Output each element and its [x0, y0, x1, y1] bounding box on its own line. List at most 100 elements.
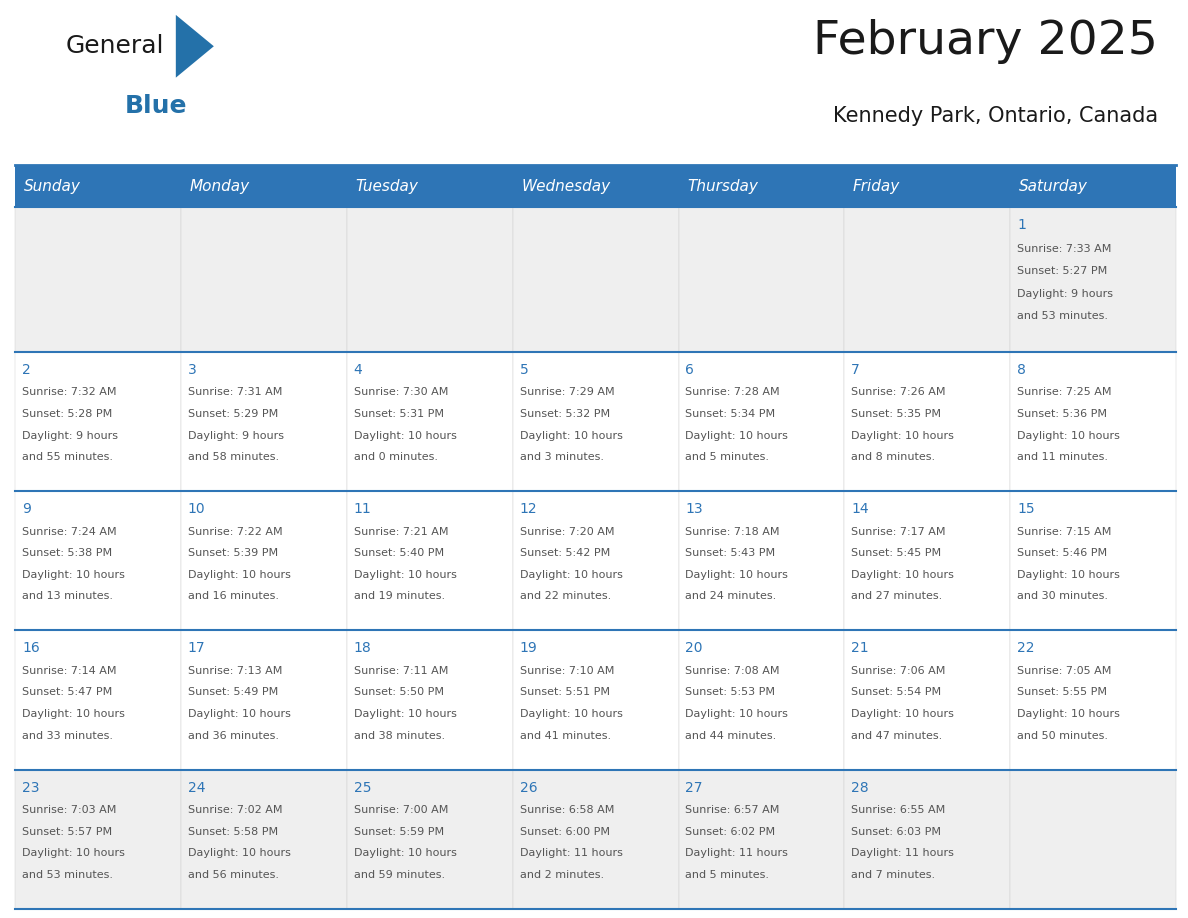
- Text: 20: 20: [685, 642, 703, 655]
- Text: and 38 minutes.: and 38 minutes.: [354, 731, 444, 741]
- Text: Sunrise: 7:20 AM: Sunrise: 7:20 AM: [519, 527, 614, 537]
- Bar: [678, 491, 845, 631]
- Text: Sunrise: 7:13 AM: Sunrise: 7:13 AM: [188, 666, 283, 676]
- Text: and 47 minutes.: and 47 minutes.: [851, 731, 942, 741]
- Text: and 13 minutes.: and 13 minutes.: [23, 591, 113, 601]
- Bar: [347, 165, 513, 207]
- Text: and 58 minutes.: and 58 minutes.: [188, 453, 279, 462]
- Bar: [15, 491, 182, 631]
- Text: 13: 13: [685, 502, 703, 516]
- Text: Daylight: 10 hours: Daylight: 10 hours: [23, 848, 125, 858]
- Bar: [845, 352, 1010, 491]
- Bar: [845, 769, 1010, 909]
- Text: 9: 9: [23, 502, 31, 516]
- Text: Sunrise: 7:33 AM: Sunrise: 7:33 AM: [1017, 244, 1111, 254]
- Text: 24: 24: [188, 780, 206, 795]
- Text: 8: 8: [1017, 363, 1025, 377]
- Text: Daylight: 10 hours: Daylight: 10 hours: [851, 431, 954, 441]
- Text: Sunset: 5:36 PM: Sunset: 5:36 PM: [1017, 409, 1107, 419]
- Text: Sunrise: 7:29 AM: Sunrise: 7:29 AM: [519, 387, 614, 397]
- Text: and 22 minutes.: and 22 minutes.: [519, 591, 611, 601]
- Text: and 24 minutes.: and 24 minutes.: [685, 591, 777, 601]
- Text: Daylight: 10 hours: Daylight: 10 hours: [354, 431, 456, 441]
- Text: Daylight: 10 hours: Daylight: 10 hours: [188, 570, 291, 580]
- Text: 17: 17: [188, 642, 206, 655]
- Text: Daylight: 10 hours: Daylight: 10 hours: [354, 848, 456, 858]
- Text: Daylight: 10 hours: Daylight: 10 hours: [519, 431, 623, 441]
- Text: and 30 minutes.: and 30 minutes.: [1017, 591, 1108, 601]
- Text: 22: 22: [1017, 642, 1035, 655]
- Text: Daylight: 10 hours: Daylight: 10 hours: [23, 709, 125, 719]
- Text: Sunset: 5:29 PM: Sunset: 5:29 PM: [188, 409, 278, 419]
- Text: Sunrise: 6:57 AM: Sunrise: 6:57 AM: [685, 805, 779, 815]
- Text: 11: 11: [354, 502, 372, 516]
- Bar: [182, 631, 347, 769]
- Text: 27: 27: [685, 780, 703, 795]
- Text: 6: 6: [685, 363, 694, 377]
- Bar: [1010, 165, 1176, 207]
- Text: Friday: Friday: [853, 179, 901, 194]
- Text: Daylight: 10 hours: Daylight: 10 hours: [851, 709, 954, 719]
- Text: Sunset: 5:34 PM: Sunset: 5:34 PM: [685, 409, 776, 419]
- Text: Daylight: 10 hours: Daylight: 10 hours: [23, 570, 125, 580]
- Text: Sunset: 5:58 PM: Sunset: 5:58 PM: [188, 827, 278, 836]
- Text: Saturday: Saturday: [1018, 179, 1087, 194]
- Bar: [845, 207, 1010, 352]
- Text: Daylight: 9 hours: Daylight: 9 hours: [23, 431, 118, 441]
- Text: Daylight: 11 hours: Daylight: 11 hours: [851, 848, 954, 858]
- Text: Daylight: 11 hours: Daylight: 11 hours: [685, 848, 788, 858]
- Text: 7: 7: [851, 363, 860, 377]
- Text: Sunset: 5:55 PM: Sunset: 5:55 PM: [1017, 688, 1107, 698]
- Text: and 8 minutes.: and 8 minutes.: [851, 453, 935, 462]
- Text: Sunday: Sunday: [24, 179, 81, 194]
- Text: Kennedy Park, Ontario, Canada: Kennedy Park, Ontario, Canada: [833, 106, 1158, 126]
- Text: and 5 minutes.: and 5 minutes.: [685, 870, 770, 879]
- Text: Sunrise: 7:18 AM: Sunrise: 7:18 AM: [685, 527, 779, 537]
- Text: and 41 minutes.: and 41 minutes.: [519, 731, 611, 741]
- Text: Daylight: 10 hours: Daylight: 10 hours: [1017, 570, 1120, 580]
- Text: Daylight: 9 hours: Daylight: 9 hours: [188, 431, 284, 441]
- Text: Sunrise: 7:30 AM: Sunrise: 7:30 AM: [354, 387, 448, 397]
- Text: and 0 minutes.: and 0 minutes.: [354, 453, 437, 462]
- Text: and 56 minutes.: and 56 minutes.: [188, 870, 279, 879]
- Text: 19: 19: [519, 642, 537, 655]
- Text: Daylight: 10 hours: Daylight: 10 hours: [188, 709, 291, 719]
- Bar: [678, 165, 845, 207]
- Bar: [1010, 207, 1176, 352]
- Text: February 2025: February 2025: [814, 18, 1158, 64]
- Text: Sunrise: 7:22 AM: Sunrise: 7:22 AM: [188, 527, 283, 537]
- Text: and 3 minutes.: and 3 minutes.: [519, 453, 604, 462]
- Text: Sunrise: 6:55 AM: Sunrise: 6:55 AM: [851, 805, 946, 815]
- Text: Daylight: 9 hours: Daylight: 9 hours: [1017, 289, 1113, 298]
- Polygon shape: [176, 15, 214, 78]
- Text: 15: 15: [1017, 502, 1035, 516]
- Text: Sunrise: 7:14 AM: Sunrise: 7:14 AM: [23, 666, 116, 676]
- Text: Sunrise: 7:08 AM: Sunrise: 7:08 AM: [685, 666, 779, 676]
- Bar: [845, 491, 1010, 631]
- Text: Sunset: 5:38 PM: Sunset: 5:38 PM: [23, 548, 112, 558]
- Text: Sunset: 5:47 PM: Sunset: 5:47 PM: [23, 688, 113, 698]
- Text: Sunrise: 7:32 AM: Sunrise: 7:32 AM: [23, 387, 116, 397]
- Text: Sunset: 5:27 PM: Sunset: 5:27 PM: [1017, 266, 1107, 276]
- Text: Sunrise: 7:28 AM: Sunrise: 7:28 AM: [685, 387, 781, 397]
- Bar: [678, 207, 845, 352]
- Bar: [1010, 631, 1176, 769]
- Text: 12: 12: [519, 502, 537, 516]
- Bar: [845, 165, 1010, 207]
- Text: Sunrise: 7:06 AM: Sunrise: 7:06 AM: [851, 666, 946, 676]
- Text: 5: 5: [519, 363, 529, 377]
- Bar: [347, 631, 513, 769]
- Text: Sunrise: 7:10 AM: Sunrise: 7:10 AM: [519, 666, 614, 676]
- Text: and 53 minutes.: and 53 minutes.: [1017, 311, 1108, 321]
- Text: Thursday: Thursday: [687, 179, 758, 194]
- Text: Sunrise: 7:25 AM: Sunrise: 7:25 AM: [1017, 387, 1112, 397]
- Text: Blue: Blue: [125, 94, 188, 118]
- Text: Daylight: 10 hours: Daylight: 10 hours: [354, 570, 456, 580]
- Text: Sunset: 5:43 PM: Sunset: 5:43 PM: [685, 548, 776, 558]
- Text: Sunset: 5:54 PM: Sunset: 5:54 PM: [851, 688, 941, 698]
- Text: 1: 1: [1017, 218, 1025, 232]
- Text: and 2 minutes.: and 2 minutes.: [519, 870, 604, 879]
- Text: 18: 18: [354, 642, 372, 655]
- Bar: [513, 207, 678, 352]
- Text: Daylight: 10 hours: Daylight: 10 hours: [851, 570, 954, 580]
